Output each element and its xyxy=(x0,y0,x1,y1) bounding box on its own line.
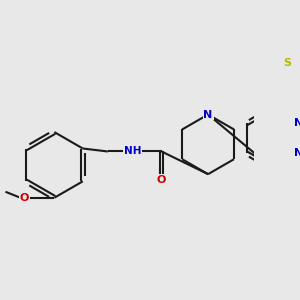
Text: O: O xyxy=(20,193,29,203)
Text: O: O xyxy=(157,175,166,185)
Text: NH: NH xyxy=(124,146,142,157)
Text: N: N xyxy=(294,148,300,158)
Text: S: S xyxy=(284,58,291,68)
Text: N: N xyxy=(294,118,300,128)
Text: N: N xyxy=(203,110,213,119)
